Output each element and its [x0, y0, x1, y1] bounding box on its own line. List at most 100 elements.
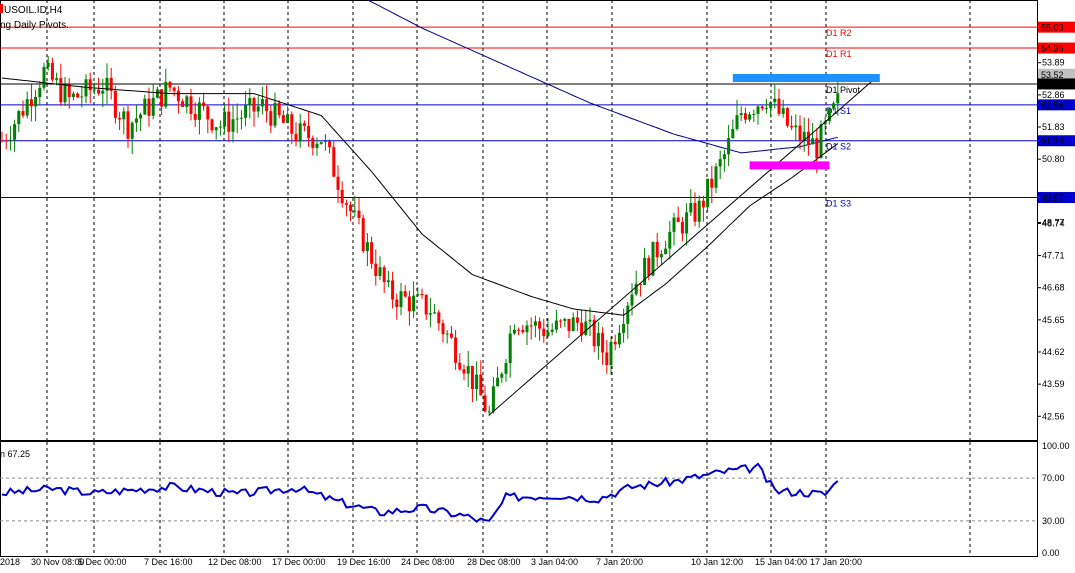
- candle-body: [294, 133, 298, 142]
- candle-body: [92, 89, 96, 91]
- candle-body: [735, 115, 739, 129]
- indicator-label: ng Daily Pivots.: [0, 20, 69, 31]
- x-tick-label: 10 Jan 12:00: [691, 557, 743, 567]
- candle-body: [218, 126, 222, 128]
- candle-body: [4, 140, 8, 142]
- candle-body: [584, 321, 588, 335]
- candle-body: [307, 125, 311, 139]
- candle-body: [428, 313, 432, 315]
- candle-body: [454, 337, 458, 363]
- candle-body: [643, 258, 647, 285]
- candle-body: [752, 113, 756, 115]
- candle-body: [701, 200, 705, 208]
- candle-body: [29, 99, 33, 107]
- candle-body: [718, 159, 722, 167]
- candle-body: [672, 217, 676, 232]
- candle-body: [399, 291, 403, 308]
- candle-body: [462, 369, 466, 374]
- candle-body: [202, 102, 206, 107]
- x-tick-label: 17 Jan 20:00: [810, 557, 862, 567]
- blue-zone: [732, 74, 880, 83]
- pivot-label: D1 S2: [826, 142, 851, 152]
- candle-body: [588, 319, 592, 322]
- candle-body: [546, 331, 550, 337]
- price-label-text: 49.57: [1041, 193, 1064, 203]
- candle-body: [508, 333, 512, 363]
- candle-body: [605, 352, 609, 366]
- candle-body: [798, 125, 802, 141]
- candle-body: [525, 325, 529, 333]
- candle-body: [823, 121, 827, 125]
- y-tick-label: 52.86: [1042, 90, 1065, 100]
- rsi-panel-frame: [0, 441, 1038, 557]
- candle-body: [223, 111, 227, 127]
- candle-body: [370, 242, 374, 264]
- candle-body: [59, 78, 63, 103]
- candle-body: [151, 97, 155, 116]
- candle-body: [622, 323, 626, 333]
- rsi-tick-label: 0.00: [1042, 548, 1060, 558]
- candle-body: [130, 122, 134, 139]
- x-tick-label: 7 Jan 20:00: [596, 557, 643, 567]
- price-label-background: [1038, 99, 1075, 111]
- candle-body: [626, 305, 630, 324]
- candle-body: [244, 105, 248, 118]
- price-label-background: [1038, 21, 1075, 33]
- candle-body: [659, 254, 663, 258]
- candle-body: [441, 323, 445, 335]
- candle-body: [260, 99, 264, 107]
- candle-body: [538, 321, 542, 329]
- x-tick-label: 5 Dec 00:00: [78, 557, 127, 567]
- candle-body: [470, 366, 474, 390]
- x-tick-label: 3 Jan 04:00: [531, 557, 578, 567]
- price-label-background: [1038, 78, 1075, 90]
- candle-body: [739, 113, 743, 116]
- candle-body: [815, 138, 819, 159]
- candle-body: [764, 108, 768, 110]
- candle-body: [491, 386, 495, 412]
- candle-body: [181, 101, 185, 107]
- candle-body: [210, 119, 214, 131]
- candle-body: [819, 124, 823, 159]
- candle-body: [101, 90, 105, 94]
- candle-body: [827, 108, 831, 122]
- candle-body: [664, 248, 668, 255]
- candle-body: [349, 204, 353, 212]
- candle-body: [164, 81, 168, 107]
- candle-body: [727, 138, 731, 155]
- candle-body: [416, 294, 420, 296]
- candle-body: [172, 87, 176, 91]
- candle-body: [500, 373, 504, 378]
- price-label-background: [1038, 192, 1075, 204]
- y-tick-label: 47.71: [1042, 251, 1065, 261]
- candle-body: [756, 106, 760, 114]
- candle-body: [206, 106, 210, 120]
- price-label-box: 52.54: [1038, 99, 1075, 111]
- x-tick-label: 19 Dec 16:00: [337, 557, 391, 567]
- candle-body: [433, 312, 437, 314]
- candle-body: [336, 176, 340, 190]
- candle-body: [407, 296, 411, 312]
- candle-body: [403, 291, 407, 297]
- candle-body: [609, 341, 613, 366]
- candle-body: [113, 90, 117, 118]
- y-tick-label: 42.56: [1042, 411, 1065, 421]
- candle-body: [773, 98, 777, 103]
- pivot-label: D1 R1: [826, 49, 852, 59]
- price-label-text: 55.03: [1041, 23, 1064, 33]
- candle-body: [134, 118, 138, 123]
- candle-body: [685, 212, 689, 234]
- candle-body: [46, 62, 50, 67]
- candle-body: [794, 125, 798, 128]
- candle-body: [420, 294, 424, 296]
- candle-body: [13, 124, 17, 140]
- candle-body: [361, 218, 365, 252]
- y-tick-label: 44.62: [1042, 347, 1065, 357]
- candle-body: [391, 280, 395, 300]
- candle-body: [265, 99, 269, 112]
- candle-body: [315, 143, 319, 148]
- candle-body: [34, 96, 38, 107]
- candle-body: [88, 79, 92, 91]
- candle-body: [126, 111, 130, 139]
